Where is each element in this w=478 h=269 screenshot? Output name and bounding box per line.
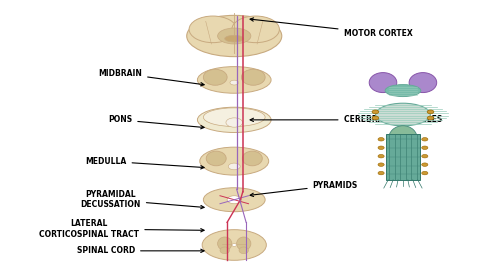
Ellipse shape: [200, 147, 269, 175]
Text: PYRAMIDAL
DECUSSATION: PYRAMIDAL DECUSSATION: [80, 190, 204, 210]
Ellipse shape: [187, 15, 282, 57]
Ellipse shape: [206, 151, 226, 166]
Ellipse shape: [220, 247, 229, 254]
FancyBboxPatch shape: [386, 134, 420, 180]
Ellipse shape: [226, 118, 242, 127]
Ellipse shape: [232, 16, 280, 43]
Ellipse shape: [378, 154, 384, 158]
Text: PYRAMIDS: PYRAMIDS: [250, 180, 358, 197]
Text: MIDBRAIN: MIDBRAIN: [98, 69, 204, 86]
Ellipse shape: [389, 126, 417, 151]
Ellipse shape: [203, 108, 265, 126]
Ellipse shape: [369, 73, 397, 93]
Ellipse shape: [372, 116, 379, 120]
Ellipse shape: [422, 154, 428, 158]
Text: PONS: PONS: [108, 115, 204, 129]
Ellipse shape: [225, 35, 244, 42]
Ellipse shape: [422, 137, 428, 141]
Ellipse shape: [422, 146, 428, 150]
Text: CEREBRAL PEDUNCLES: CEREBRAL PEDUNCLES: [250, 115, 442, 124]
Ellipse shape: [228, 163, 240, 170]
Ellipse shape: [422, 163, 428, 167]
Text: MOTOR CORTEX: MOTOR CORTEX: [250, 18, 413, 38]
Ellipse shape: [232, 244, 237, 246]
Ellipse shape: [197, 67, 271, 93]
Ellipse shape: [378, 163, 384, 167]
Ellipse shape: [227, 196, 241, 204]
Ellipse shape: [203, 69, 227, 85]
Ellipse shape: [202, 230, 266, 260]
Ellipse shape: [197, 107, 271, 133]
Ellipse shape: [427, 116, 434, 120]
Ellipse shape: [239, 247, 249, 254]
Ellipse shape: [230, 80, 239, 85]
Text: MEDULLA: MEDULLA: [85, 157, 204, 169]
Ellipse shape: [372, 110, 379, 114]
Ellipse shape: [378, 171, 384, 175]
Ellipse shape: [376, 103, 430, 126]
Ellipse shape: [241, 69, 265, 85]
Text: SPINAL CORD: SPINAL CORD: [77, 246, 204, 255]
Ellipse shape: [242, 151, 262, 166]
Ellipse shape: [217, 237, 232, 250]
Text: LATERAL
CORTICOSPINAL TRACT: LATERAL CORTICOSPINAL TRACT: [39, 219, 204, 239]
Ellipse shape: [203, 188, 265, 212]
Ellipse shape: [427, 110, 434, 114]
Ellipse shape: [237, 237, 251, 250]
Ellipse shape: [217, 28, 251, 44]
Ellipse shape: [378, 146, 384, 150]
Ellipse shape: [385, 84, 421, 97]
Ellipse shape: [409, 73, 437, 93]
Ellipse shape: [189, 16, 237, 43]
Ellipse shape: [422, 171, 428, 175]
Ellipse shape: [378, 137, 384, 141]
